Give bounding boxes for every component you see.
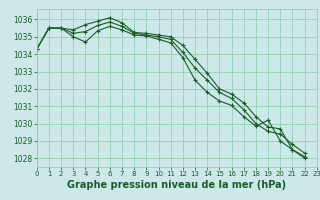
X-axis label: Graphe pression niveau de la mer (hPa): Graphe pression niveau de la mer (hPa) [67, 180, 286, 190]
